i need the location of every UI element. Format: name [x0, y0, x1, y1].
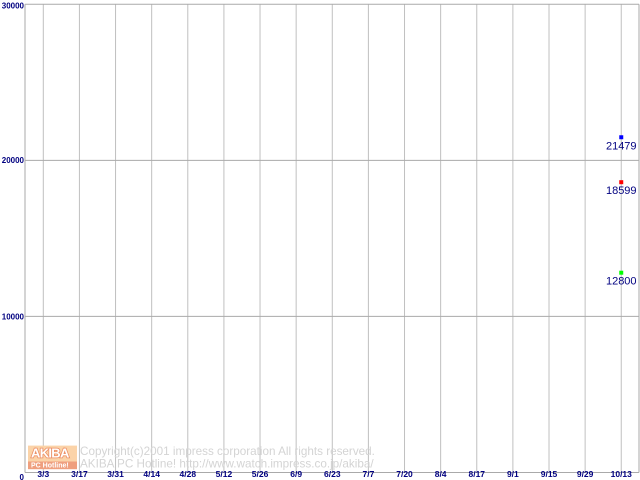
svg-text:18599: 18599 — [606, 185, 637, 197]
svg-text:9/15: 9/15 — [541, 469, 558, 479]
svg-text:3/3: 3/3 — [37, 469, 49, 479]
svg-text:21479: 21479 — [606, 140, 637, 152]
svg-text:8/17: 8/17 — [468, 469, 485, 479]
svg-text:10/13: 10/13 — [611, 469, 633, 479]
svg-text:10000: 10000 — [2, 312, 25, 321]
svg-text:3/17: 3/17 — [71, 469, 88, 479]
svg-text:9/29: 9/29 — [577, 469, 594, 479]
svg-text:12800: 12800 — [606, 276, 637, 288]
svg-text:0: 0 — [20, 473, 25, 480]
svg-text:20000: 20000 — [2, 156, 25, 165]
svg-text:Copyright(c)2001 impress corpo: Copyright(c)2001 impress corporation All… — [80, 445, 375, 458]
svg-text:AKIBA PC Hotline! http://www: AKIBA PC Hotline! http://www.watch.impre… — [80, 457, 374, 470]
svg-text:5/12: 5/12 — [216, 469, 233, 479]
svg-text:7/20: 7/20 — [396, 469, 413, 479]
svg-text:5/26: 5/26 — [252, 469, 269, 479]
svg-text:3/31: 3/31 — [107, 469, 124, 479]
svg-text:PC Hotline!: PC Hotline! — [31, 463, 69, 470]
svg-text:30000: 30000 — [2, 2, 25, 11]
svg-text:6/23: 6/23 — [324, 469, 341, 479]
svg-text:8/4: 8/4 — [435, 469, 447, 479]
svg-text:4/14: 4/14 — [143, 469, 160, 479]
svg-text:9/1: 9/1 — [507, 469, 519, 479]
svg-text:7/7: 7/7 — [362, 469, 374, 479]
svg-text:6/9: 6/9 — [290, 469, 302, 479]
svg-text:4/28: 4/28 — [180, 469, 197, 479]
svg-text:AKIBA: AKIBA — [31, 446, 70, 461]
